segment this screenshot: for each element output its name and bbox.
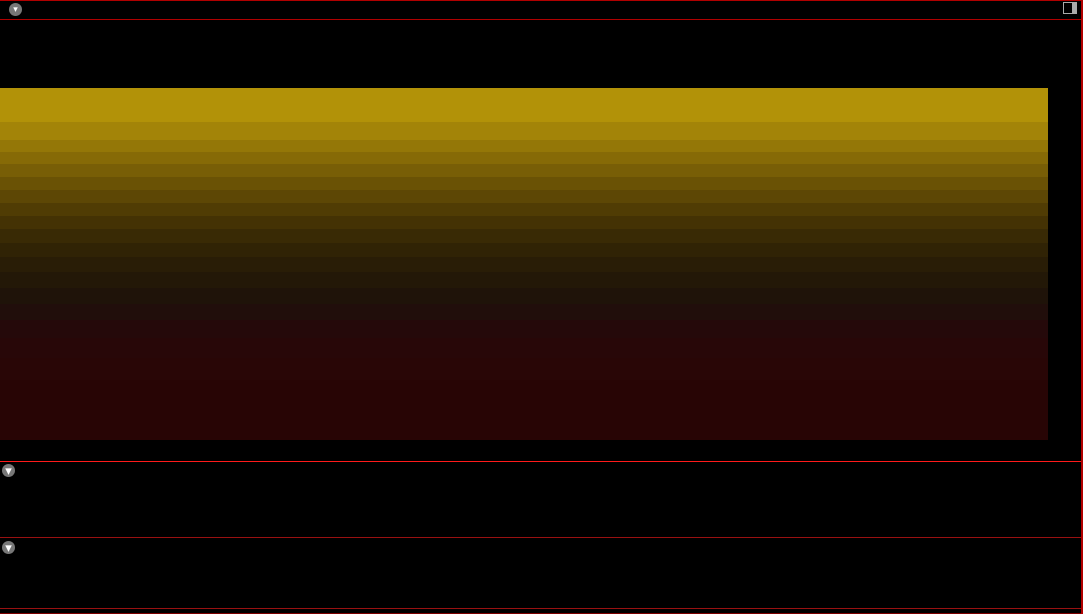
kdj-panel-header: ▾	[0, 462, 30, 478]
chevron-down-icon[interactable]: ▾	[2, 463, 15, 477]
chevron-down-icon[interactable]: ▾	[2, 540, 15, 554]
title-bar: ▾	[0, 0, 1083, 19]
macd-baseline	[0, 608, 1083, 609]
window-border-right	[1081, 0, 1083, 614]
chart-kdj-separator	[0, 461, 1083, 462]
kdj-macd-separator	[0, 537, 1083, 538]
tag-rank[interactable]	[0, 444, 17, 460]
window-layout-icon[interactable]	[1063, 2, 1077, 14]
chevron-down-icon[interactable]: ▾	[9, 3, 22, 16]
window-border-top	[0, 0, 1083, 1]
chart-background-bands	[0, 88, 1048, 440]
titlebar-separator	[0, 19, 1083, 20]
macd-panel-header: ▾	[0, 539, 30, 555]
